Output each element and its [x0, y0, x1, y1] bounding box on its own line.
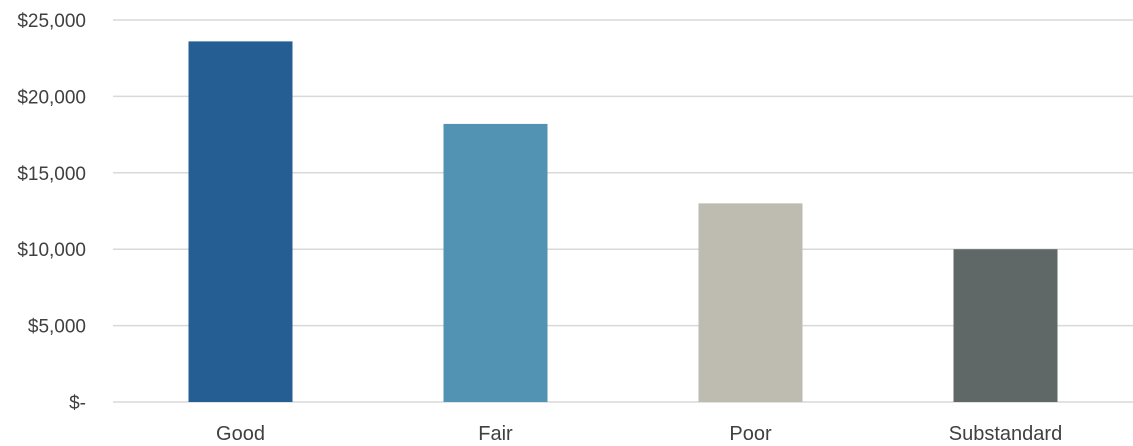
bar-poor [698, 203, 803, 402]
x-category-label: Fair [478, 423, 513, 445]
y-tick-label: $25,000 [17, 11, 86, 32]
y-tick-label: $- [69, 393, 86, 414]
bars [188, 41, 1058, 403]
y-tick-label: $15,000 [17, 164, 86, 185]
bar-substandard [953, 249, 1058, 402]
y-axis-tick-labels: $- $5,000 $10,000 $15,000 $20,000 $25,000 [17, 11, 86, 414]
x-category-label: Good [216, 423, 265, 445]
bar-good [188, 41, 293, 402]
y-tick-label: $20,000 [17, 87, 86, 108]
x-category-label: Substandard [949, 423, 1062, 445]
x-category-label: Poor [729, 423, 772, 445]
bar-fair [443, 123, 548, 403]
y-tick-label: $5,000 [28, 317, 86, 338]
y-tick-label: $10,000 [17, 240, 86, 261]
x-axis-category-labels: Good Fair Poor Substandard [216, 423, 1062, 445]
